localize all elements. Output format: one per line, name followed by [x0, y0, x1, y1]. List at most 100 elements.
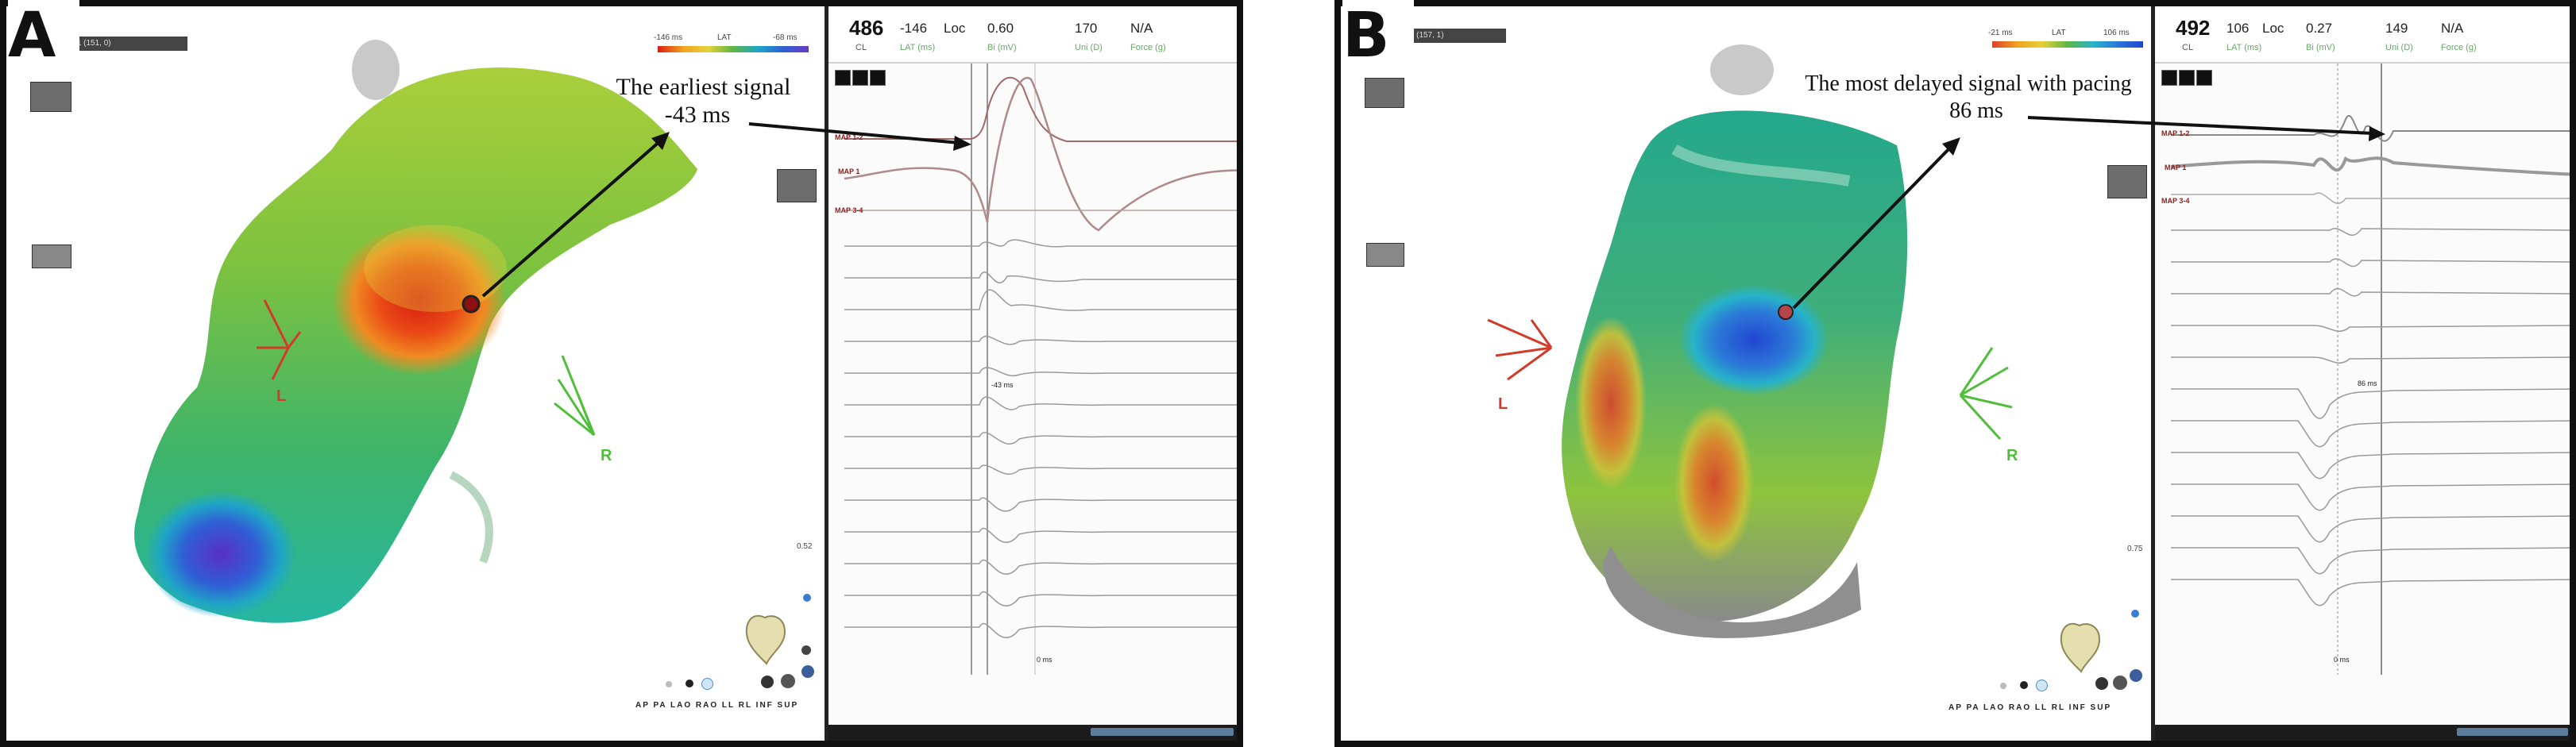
panel-b-right-axis-label: R — [2006, 447, 2018, 464]
panel-b-slider-dot-2[interactable] — [2130, 669, 2142, 682]
panel-a-left-axis-label: L — [276, 387, 287, 405]
panel-a-ecg-arrow — [748, 122, 971, 151]
panel-b-channel-map1: MAP 1 — [2165, 164, 2187, 171]
panel-a-frame: 11 (151, 0) — [0, 0, 1243, 747]
heart-icon[interactable] — [2056, 618, 2103, 673]
panel-b-tool-btn-2[interactable] — [2179, 70, 2195, 86]
panel-a-legend-bar — [658, 46, 809, 52]
panel-b-map-title: M (157, 1) — [1404, 29, 1506, 43]
panel-a-force-sub: Force (g) — [1130, 43, 1166, 52]
panel-a-size-dot-4[interactable] — [761, 676, 774, 688]
panel-a-side-widget[interactable] — [30, 82, 71, 112]
panel-a-earliest-point — [462, 295, 481, 314]
panel-b-loc-value: 0.27 — [2306, 21, 2333, 36]
panel-b-uni-value: 149 — [2385, 21, 2408, 36]
panel-a-letter: A — [8, 0, 79, 71]
panel-b-slider-dot[interactable] — [2131, 610, 2139, 618]
panel-a-lat-sub: LAT (ms) — [900, 43, 936, 52]
panel-b-legend-bar — [1992, 41, 2143, 48]
heart-icon[interactable] — [741, 610, 789, 665]
panel-a-ecg-area[interactable]: 486 CL -146 Loc 0.60 LAT (ms) Bi (mV) 17… — [825, 6, 1237, 741]
panel-a-scroll-thumb[interactable] — [1091, 728, 1234, 736]
panel-b-lat-value: 106 — [2226, 21, 2250, 36]
panel-b-legend-min: -21 ms — [1988, 29, 2013, 37]
panel-a-scale-value: 0.52 — [797, 542, 813, 551]
panel-b-cl-label: CL — [2182, 43, 2194, 52]
panel-b-uni-sub: Uni (D) — [2385, 43, 2413, 52]
panel-b-lat-sub: LAT (ms) — [2226, 43, 2262, 52]
panel-b-ecg-traces — [2170, 64, 2570, 675]
panel-a-legend-max: -68 ms — [773, 33, 798, 42]
panel-a-cl-label: CL — [855, 43, 867, 52]
panel-a-legend-title: LAT — [717, 33, 732, 42]
panel-a-force-value: N/A — [1130, 21, 1153, 36]
panel-b-scale-value: 0.75 — [2127, 545, 2143, 553]
panel-b-left-axis-label: L — [1498, 395, 1508, 413]
panel-b-size-dot-1[interactable] — [2000, 683, 2006, 689]
panel-a-channel-map1: MAP 1 — [838, 167, 860, 175]
panel-a-slider-dot-3[interactable] — [801, 645, 811, 655]
panel-b-frame: M (157, 1) — [1334, 0, 2576, 747]
panel-a-legend-min: -146 ms — [654, 33, 683, 42]
panel-a-slider-dot[interactable] — [803, 594, 811, 602]
panel-a-cl-value: 486 — [849, 16, 884, 40]
panel-b-right-widget[interactable] — [2107, 165, 2147, 198]
panel-a-ecg-scrollbar[interactable] — [828, 725, 1237, 741]
panel-a-right-widget[interactable] — [777, 169, 817, 202]
panel-b-tool-btn-3[interactable] — [2196, 70, 2212, 86]
panel-b-legend-max: 106 ms — [2103, 29, 2130, 37]
panel-b-size-dot-3[interactable] — [2036, 680, 2048, 691]
panel-b-annotation-line2: 86 ms — [1949, 98, 2003, 123]
panel-a-map-title: 11 (151, 0) — [70, 37, 187, 51]
panel-a-bi-sub: Bi (mV) — [987, 43, 1017, 52]
panel-a-loc-label: Loc — [944, 21, 966, 36]
panel-b-force-sub: Force (g) — [2441, 43, 2477, 52]
panel-a-size-dot-1[interactable] — [666, 681, 672, 687]
panel-b-annotation-line1: The most delayed signal with pacing — [1805, 71, 2132, 96]
panel-b-ecg-arrow — [2027, 116, 2385, 141]
panel-a-slider-dot-2[interactable] — [801, 665, 814, 678]
panel-a-uni-value: 170 — [1075, 21, 1098, 36]
panel-a-size-dot-2[interactable] — [686, 680, 693, 687]
panel-b-bi-sub: Bi (mV) — [2306, 43, 2335, 52]
panel-a-map-area[interactable]: 11 (151, 0) — [6, 6, 817, 741]
panel-b-delayed-point — [1778, 304, 1794, 320]
panel-b-scroll-thumb[interactable] — [2457, 728, 2568, 736]
panel-b-ecg-scrollbar[interactable] — [2155, 725, 2570, 741]
panel-a-catheter-shadow — [352, 40, 400, 100]
panel-b-orientation-buttons[interactable]: AP PA LAO RAO LL RL INF SUP — [1948, 703, 2112, 712]
panel-a-side-widget-2[interactable] — [32, 245, 71, 268]
panel-a-tool-btn-1[interactable] — [835, 70, 851, 86]
panel-a-annotation-line2: -43 ms — [664, 102, 731, 128]
panel-a-size-dot-5[interactable] — [781, 674, 795, 688]
panel-a-loc-value: 0.60 — [987, 21, 1014, 36]
panel-a-annotation-line1: The earliest signal — [616, 74, 791, 100]
panel-b-side-widget[interactable] — [1365, 78, 1404, 108]
panel-a-ecg-header: 486 CL -146 Loc 0.60 LAT (ms) Bi (mV) 17… — [828, 6, 1237, 64]
panel-b-time-axis-label: 0 ms — [2334, 656, 2350, 664]
panel-a-ecg-traces — [844, 64, 1237, 675]
panel-a-time-axis-label: 0 ms — [1037, 656, 1052, 664]
panel-b-channel-map34: MAP 3-4 — [2161, 197, 2190, 205]
panel-b-ecg-header: 492 CL 106 Loc 0.27 LAT (ms) Bi (mV) 149… — [2155, 6, 2570, 64]
panel-b-force-value: N/A — [2441, 21, 2464, 36]
panel-b-size-dot-2[interactable] — [2020, 681, 2028, 689]
panel-b-letter: B — [1342, 0, 1414, 71]
panel-a-channel-map34: MAP 3-4 — [835, 206, 863, 214]
panel-b-catheter-shadow — [1710, 44, 1774, 95]
panel-b-map-area[interactable]: M (157, 1) — [1341, 6, 2151, 741]
panel-b-ecg-area[interactable]: 492 CL 106 Loc 0.27 LAT (ms) Bi (mV) 149… — [2151, 6, 2570, 741]
panel-b-size-dot-5[interactable] — [2113, 676, 2127, 690]
panel-b-size-dot-4[interactable] — [2095, 677, 2108, 690]
panel-a-lat-map[interactable] — [6, 6, 817, 747]
panel-b-lat-map[interactable] — [1341, 6, 2151, 747]
panel-b-legend-title: LAT — [2052, 29, 2066, 37]
panel-a-orientation-buttons[interactable]: AP PA LAO RAO LL RL INF SUP — [635, 701, 799, 710]
panel-a-tool-btn-3[interactable] — [870, 70, 886, 86]
panel-a-tool-btn-2[interactable] — [852, 70, 868, 86]
panel-b-side-widget-2[interactable] — [1366, 243, 1404, 267]
panel-a-uni-sub: Uni (D) — [1075, 43, 1103, 52]
panel-a-size-dot-3[interactable] — [701, 678, 713, 690]
panel-a-ms-marker: -43 ms — [991, 381, 1014, 389]
panel-b-tool-btn-1[interactable] — [2161, 70, 2177, 86]
